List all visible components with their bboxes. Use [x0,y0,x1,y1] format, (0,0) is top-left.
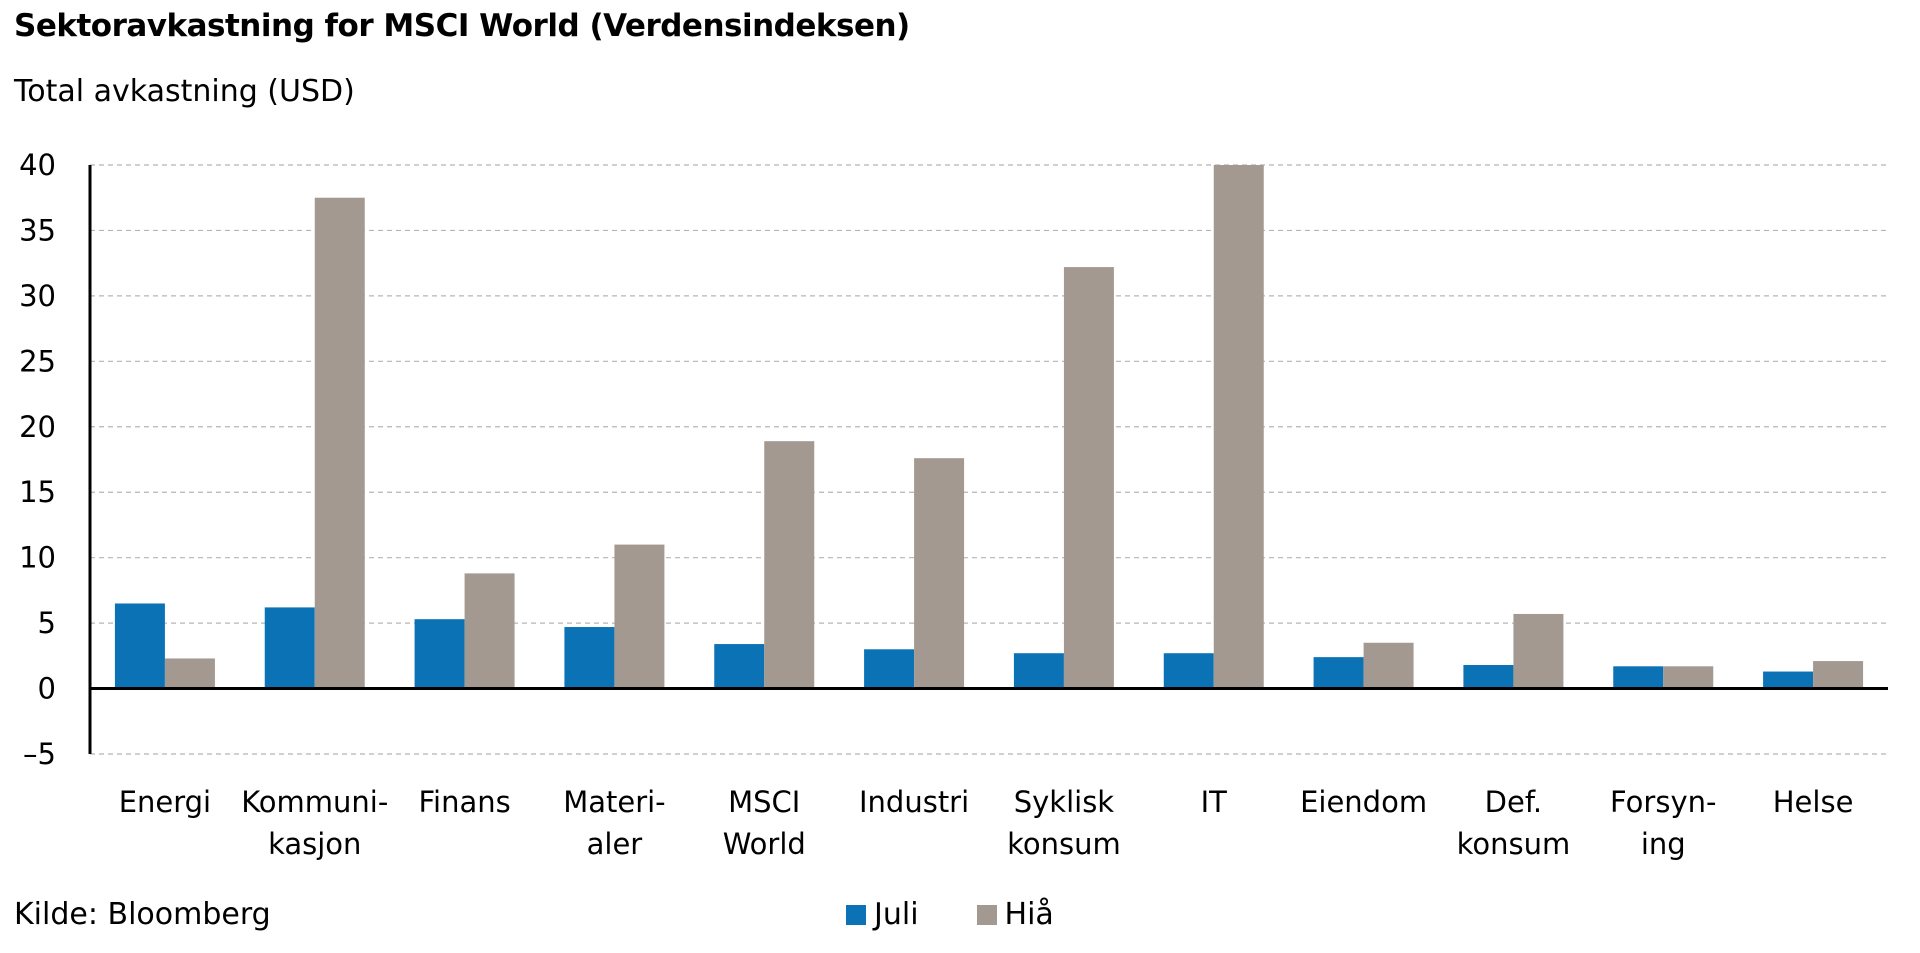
category-label: Def. konsum [1457,785,1571,861]
legend-label-juli: Juli [874,897,919,932]
bar-juli [114,603,165,689]
bar-hia [764,441,815,689]
legend-swatch-juli [846,904,866,925]
bar-hia [1513,613,1564,689]
y-tick-labels: –5 0 5 10 15 20 25 30 35 40 [19,148,56,771]
bar-juli [864,649,915,689]
legend-item-hia: Hiå [976,897,1054,932]
bar-hia [1663,666,1714,689]
bars [114,165,1864,689]
chart-subtitle: Total avkastning (USD) [14,74,355,109]
legend: Juli Hiå [846,897,1112,932]
y-tick-label: 15 [19,475,56,509]
category-label: Syklisk konsum [1007,785,1121,861]
category-label: Industri [859,785,969,819]
bar-juli [714,644,765,689]
chart-title: Sektoravkastning for MSCI World (Verdens… [14,8,910,44]
category-label: Materi-aler [563,785,665,861]
y-tick-label: 30 [19,279,56,313]
y-tick-label: 40 [19,148,56,182]
bar-juli [1163,653,1214,689]
category-label: Helse [1773,785,1854,819]
legend-label-hia: Hiå [1004,897,1054,932]
bar-hia [1063,267,1114,689]
bar-hia [1363,642,1414,689]
bar-juli [414,619,465,689]
bar-juli [1463,664,1514,689]
category-labels: Energi Kommuni-kasjon Finans Materi-aler MSC… [119,785,1854,861]
y-tick-label: 10 [19,541,56,575]
legend-swatch-hia [976,904,997,925]
y-tick-label: 35 [19,213,56,247]
y-tick-label: 5 [38,606,56,640]
bar-hia [914,458,965,689]
y-tick-label: 0 [38,672,56,706]
axes [88,165,1888,754]
y-tick-label: 25 [19,344,56,378]
bar-juli [1613,666,1664,689]
gridlines [90,164,1888,755]
category-label: MSCI World [723,785,806,861]
bar-hia [464,573,515,689]
bar-hia [314,197,365,689]
y-tick-label: 20 [19,410,56,444]
category-label: Forsyn-ing [1610,785,1716,861]
bar-juli [1013,653,1064,689]
bar-hia [164,658,215,689]
y-tick-label: –5 [23,737,56,771]
bar-hia [614,544,665,689]
legend-item-juli: Juli [846,897,919,932]
category-label: Finans [418,785,510,819]
bar-juli [1313,657,1364,689]
bar-juli [1763,671,1814,689]
bar-hia [1813,661,1864,689]
category-label: IT [1201,785,1228,819]
category-label: Kommuni-kasjon [241,785,388,861]
bar-hia [1213,165,1264,689]
bar-juli [564,627,615,689]
source-note: Kilde: Bloomberg [14,897,271,932]
bar-juli [264,607,315,689]
category-label: Energi [119,785,211,819]
category-label: Eiendom [1300,785,1427,819]
